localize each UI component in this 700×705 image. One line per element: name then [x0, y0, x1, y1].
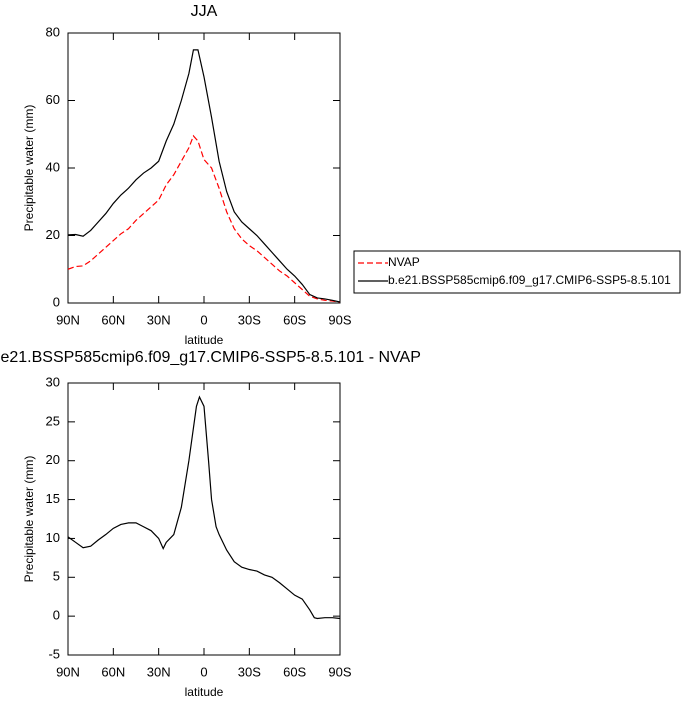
x-tick-label: 60N	[101, 664, 125, 679]
x-axis-label: latitude	[185, 333, 224, 347]
legend-label: b.e21.BSSP585cmip6.f09_g17.CMIP6-SSP5-8.…	[388, 273, 671, 287]
legend-box	[353, 250, 681, 294]
plot-frame	[67, 382, 341, 656]
plot-frame	[67, 32, 341, 304]
x-tick-label: 0	[200, 664, 207, 679]
x-tick-label: 60S	[283, 312, 306, 327]
data-line	[67, 49, 341, 303]
y-tick-label: 25	[46, 413, 60, 428]
x-tick-label: 90N	[56, 312, 80, 327]
legend-label: NVAP	[388, 255, 420, 269]
x-tick-label: 90S	[328, 312, 351, 327]
y-tick-label: 20	[46, 227, 60, 242]
x-tick-label: 60S	[283, 664, 306, 679]
y-tick-label: 30	[46, 374, 60, 389]
y-axis-label: Precipitable water (mm)	[22, 105, 36, 232]
x-axis-label: latitude	[185, 685, 224, 699]
y-tick-label: 20	[46, 452, 60, 467]
x-tick-label: 90S	[328, 664, 351, 679]
y-tick-label: 40	[46, 159, 60, 174]
chart-title: JJA	[191, 3, 218, 20]
y-tick-label: 15	[46, 491, 60, 506]
y-tick-label: 0	[53, 294, 60, 309]
data-line	[67, 134, 341, 303]
x-tick-label: 30S	[238, 312, 261, 327]
x-tick-label: 30S	[238, 664, 261, 679]
y-tick-label: 0	[53, 608, 60, 623]
x-tick-label: 30N	[147, 664, 171, 679]
x-tick-label: 30N	[147, 312, 171, 327]
y-tick-label: -5	[48, 646, 60, 661]
x-tick-label: 0	[200, 312, 207, 327]
y-axis-label: Precipitable water (mm)	[22, 456, 36, 583]
y-tick-label: 10	[46, 530, 60, 545]
chart-title: b.e21.BSSP585cmip6.f09_g17.CMIP6-SSP5-8.…	[0, 349, 421, 366]
x-tick-label: 60N	[101, 312, 125, 327]
y-tick-label: 80	[46, 24, 60, 39]
y-tick-label: 5	[53, 569, 60, 584]
y-tick-label: 60	[46, 92, 60, 107]
data-line	[67, 395, 341, 620]
x-tick-label: 90N	[56, 664, 80, 679]
